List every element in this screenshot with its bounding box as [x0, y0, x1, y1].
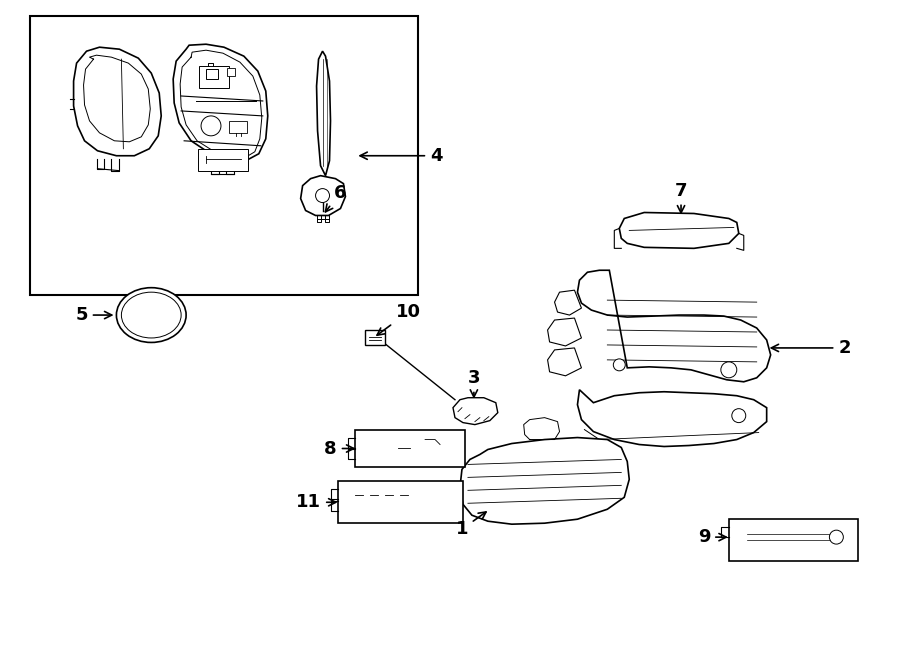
- Text: 2: 2: [771, 339, 850, 357]
- Polygon shape: [365, 330, 385, 345]
- Ellipse shape: [116, 288, 186, 342]
- Circle shape: [830, 530, 843, 544]
- Polygon shape: [453, 398, 498, 424]
- Text: 6: 6: [326, 184, 346, 212]
- Circle shape: [316, 188, 329, 202]
- Circle shape: [721, 362, 737, 378]
- Text: 1: 1: [455, 512, 486, 538]
- Ellipse shape: [122, 292, 181, 338]
- Text: 5: 5: [76, 306, 112, 324]
- Text: 10: 10: [377, 303, 420, 335]
- Circle shape: [732, 408, 746, 422]
- Bar: [227, 68, 235, 76]
- Text: 3: 3: [468, 369, 480, 397]
- Text: 7: 7: [675, 182, 688, 213]
- Polygon shape: [578, 390, 767, 447]
- Bar: [229, 121, 247, 133]
- Polygon shape: [301, 176, 346, 215]
- Polygon shape: [547, 348, 581, 376]
- Polygon shape: [619, 212, 739, 249]
- Bar: [356, 430, 465, 467]
- Polygon shape: [554, 290, 581, 315]
- Polygon shape: [578, 270, 770, 382]
- Bar: [729, 519, 859, 561]
- Bar: [338, 481, 463, 524]
- Polygon shape: [547, 318, 581, 346]
- Circle shape: [201, 116, 221, 136]
- Circle shape: [613, 359, 626, 371]
- Text: 9: 9: [698, 528, 726, 546]
- Text: 8: 8: [324, 440, 354, 457]
- Text: 11: 11: [296, 493, 336, 511]
- Polygon shape: [173, 44, 268, 161]
- Bar: [198, 149, 248, 171]
- Polygon shape: [74, 47, 161, 156]
- Text: 4: 4: [360, 147, 443, 165]
- Polygon shape: [460, 438, 629, 524]
- Bar: [206, 69, 218, 79]
- Bar: [30, 17, 419, 295]
- Polygon shape: [317, 51, 330, 176]
- Bar: [199, 66, 229, 88]
